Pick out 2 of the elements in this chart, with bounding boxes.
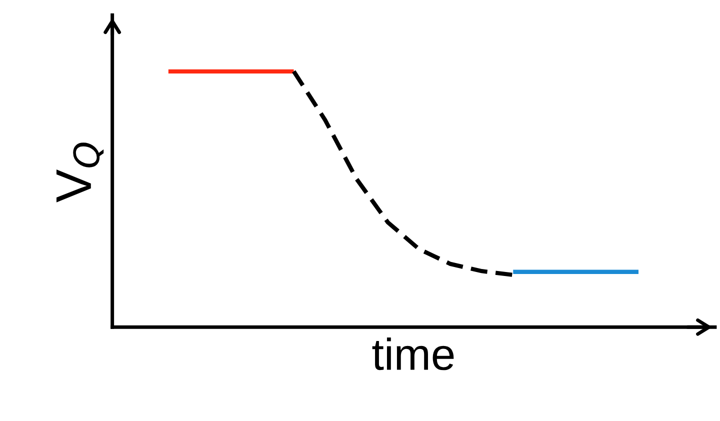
- x-axis-title: time: [372, 338, 454, 370]
- y-axis-title: V$_{Q}$: [56, 142, 104, 202]
